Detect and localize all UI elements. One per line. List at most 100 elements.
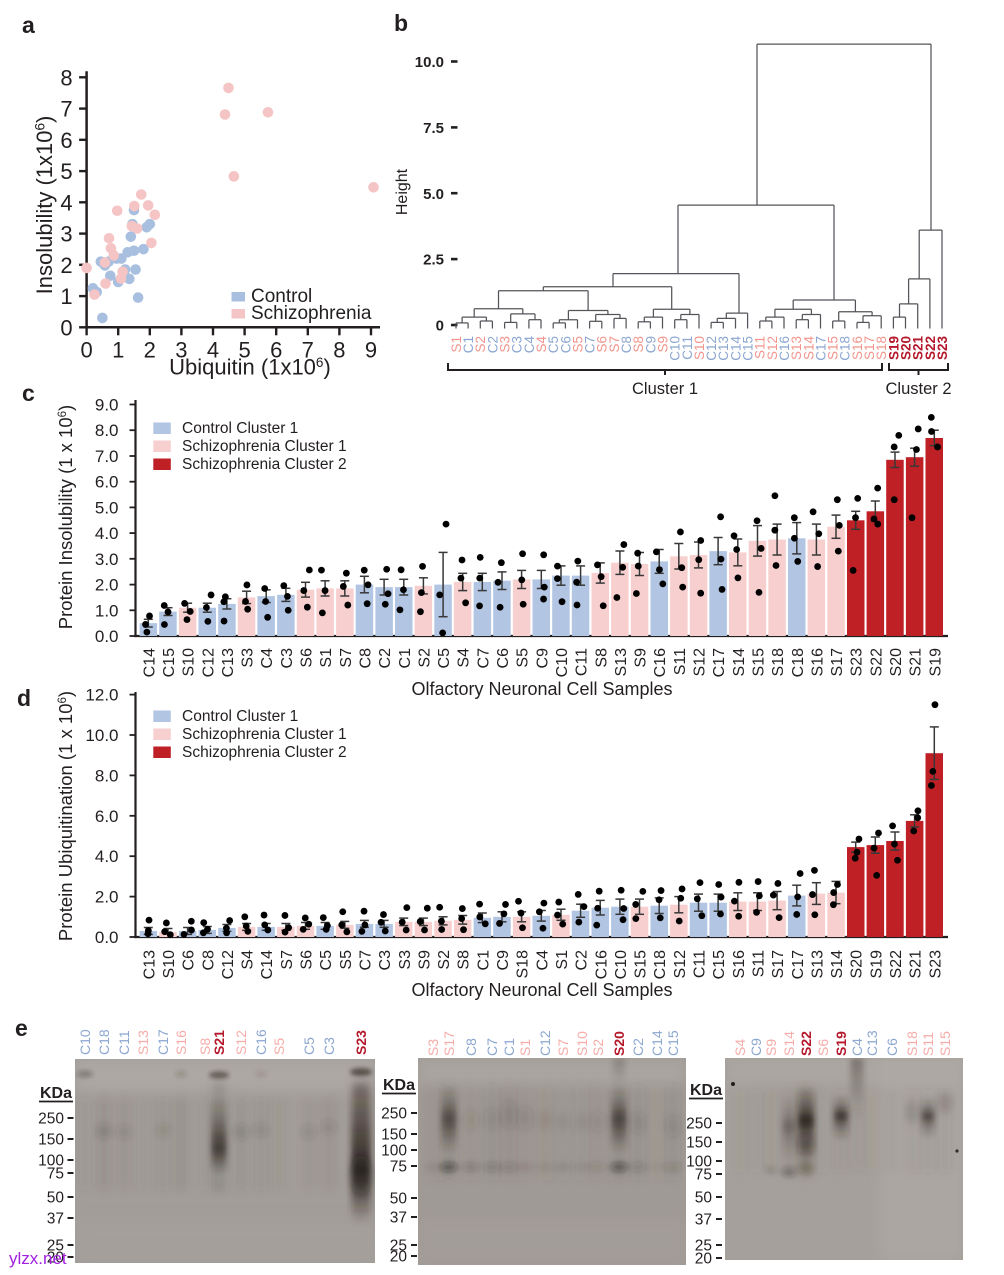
svg-text:S21: S21 bbox=[211, 1030, 227, 1055]
svg-text:KDa: KDa bbox=[690, 1082, 722, 1099]
svg-text:C16: C16 bbox=[777, 336, 792, 361]
svg-text:Protein Ubiquitination (1 x 10: Protein Ubiquitination (1 x 106) bbox=[55, 691, 76, 941]
svg-text:12.0: 12.0 bbox=[85, 686, 118, 705]
svg-text:C11: C11 bbox=[680, 336, 695, 360]
svg-text:S6: S6 bbox=[299, 648, 316, 668]
svg-text:S18: S18 bbox=[770, 648, 787, 677]
svg-text:C13: C13 bbox=[864, 1030, 880, 1056]
svg-text:S19: S19 bbox=[833, 1031, 849, 1056]
svg-text:C3: C3 bbox=[510, 336, 525, 353]
svg-text:S6: S6 bbox=[595, 336, 610, 353]
svg-text:S16: S16 bbox=[731, 950, 748, 979]
svg-text:S15: S15 bbox=[750, 648, 767, 677]
svg-text:C9: C9 bbox=[748, 1038, 764, 1056]
svg-text:C17: C17 bbox=[813, 336, 828, 361]
svg-text:C18: C18 bbox=[652, 950, 669, 979]
svg-text:C13: C13 bbox=[716, 336, 731, 361]
svg-text:9: 9 bbox=[365, 337, 377, 362]
svg-text:S5: S5 bbox=[515, 648, 532, 668]
svg-text:C6: C6 bbox=[495, 648, 512, 669]
svg-text:S3: S3 bbox=[397, 950, 414, 970]
svg-text:7: 7 bbox=[60, 97, 72, 122]
svg-text:C2: C2 bbox=[377, 648, 394, 669]
svg-text:150: 150 bbox=[381, 1127, 407, 1144]
svg-text:S3: S3 bbox=[425, 1039, 441, 1056]
svg-text:S12: S12 bbox=[672, 950, 689, 979]
svg-text:C1: C1 bbox=[397, 648, 414, 669]
svg-text:C7: C7 bbox=[475, 648, 492, 669]
svg-text:C15: C15 bbox=[665, 1030, 681, 1056]
svg-text:S5: S5 bbox=[338, 950, 355, 970]
svg-text:S1: S1 bbox=[449, 336, 464, 353]
svg-text:S2: S2 bbox=[590, 1039, 606, 1056]
svg-text:100: 100 bbox=[686, 1154, 712, 1171]
svg-text:S16: S16 bbox=[850, 336, 865, 360]
svg-text:S15: S15 bbox=[937, 1031, 953, 1056]
svg-text:C12: C12 bbox=[220, 950, 237, 979]
svg-text:C8: C8 bbox=[463, 1038, 479, 1056]
svg-text:20: 20 bbox=[695, 1251, 713, 1268]
svg-text:C2: C2 bbox=[574, 950, 591, 971]
svg-text:Ubiquitin (1x106): Ubiquitin (1x106) bbox=[169, 355, 331, 380]
svg-text:S4: S4 bbox=[240, 950, 257, 970]
svg-text:S21: S21 bbox=[908, 950, 925, 979]
svg-text:S14: S14 bbox=[781, 1031, 797, 1056]
svg-text:C11: C11 bbox=[116, 1030, 132, 1055]
svg-text:4.0: 4.0 bbox=[95, 524, 119, 543]
svg-text:Schizophrenia Cluster 2: Schizophrenia Cluster 2 bbox=[182, 456, 347, 473]
svg-text:C5: C5 bbox=[301, 1037, 317, 1055]
svg-text:d: d bbox=[17, 685, 31, 711]
svg-text:S7: S7 bbox=[279, 950, 296, 970]
svg-text:75: 75 bbox=[390, 1159, 407, 1176]
svg-text:C1: C1 bbox=[461, 336, 476, 353]
svg-text:Cluster 2: Cluster 2 bbox=[885, 380, 951, 398]
svg-text:S20: S20 bbox=[898, 336, 913, 360]
svg-text:3: 3 bbox=[60, 222, 72, 247]
svg-text:50: 50 bbox=[390, 1191, 408, 1208]
svg-text:ylzx.net: ylzx.net bbox=[9, 1249, 67, 1268]
svg-text:S7: S7 bbox=[555, 1039, 571, 1056]
svg-text:20: 20 bbox=[47, 1250, 65, 1267]
svg-text:S12: S12 bbox=[692, 648, 709, 677]
svg-text:S23: S23 bbox=[927, 950, 944, 979]
svg-text:C4: C4 bbox=[534, 950, 551, 971]
svg-text:Height: Height bbox=[394, 168, 411, 215]
svg-text:S1: S1 bbox=[318, 648, 335, 668]
svg-text:C14: C14 bbox=[728, 336, 743, 361]
svg-text:S12: S12 bbox=[765, 336, 780, 360]
svg-text:S7: S7 bbox=[338, 648, 355, 668]
svg-text:1: 1 bbox=[60, 284, 72, 309]
svg-text:S7: S7 bbox=[607, 336, 622, 353]
svg-text:C15: C15 bbox=[161, 648, 178, 677]
svg-text:6: 6 bbox=[60, 128, 72, 153]
svg-text:37: 37 bbox=[47, 1211, 64, 1228]
svg-text:5.0: 5.0 bbox=[95, 498, 119, 517]
svg-text:S22: S22 bbox=[888, 950, 905, 979]
svg-text:C7: C7 bbox=[583, 336, 598, 353]
svg-text:37: 37 bbox=[695, 1212, 712, 1229]
svg-text:2.5: 2.5 bbox=[423, 252, 444, 269]
svg-text:S13: S13 bbox=[789, 336, 804, 360]
svg-text:8: 8 bbox=[333, 337, 345, 362]
svg-text:S17: S17 bbox=[770, 950, 787, 979]
svg-text:3: 3 bbox=[175, 337, 187, 362]
svg-text:S15: S15 bbox=[633, 950, 650, 979]
svg-text:C10: C10 bbox=[668, 336, 683, 361]
svg-text:C6: C6 bbox=[181, 950, 198, 971]
svg-text:C11: C11 bbox=[574, 648, 591, 676]
svg-text:S10: S10 bbox=[692, 336, 707, 360]
svg-text:S2: S2 bbox=[473, 336, 488, 353]
svg-text:C4: C4 bbox=[259, 648, 276, 669]
svg-text:C15: C15 bbox=[741, 336, 756, 361]
svg-text:Control: Control bbox=[251, 286, 312, 307]
svg-text:S11: S11 bbox=[750, 950, 767, 977]
svg-text:250: 250 bbox=[38, 1111, 64, 1128]
svg-text:C10: C10 bbox=[77, 1029, 93, 1055]
svg-text:C13: C13 bbox=[141, 950, 158, 979]
svg-text:S15: S15 bbox=[826, 336, 841, 360]
svg-text:S23: S23 bbox=[935, 336, 950, 361]
svg-text:C17: C17 bbox=[711, 648, 728, 677]
svg-text:C10: C10 bbox=[613, 950, 630, 979]
svg-text:S18: S18 bbox=[904, 1031, 920, 1056]
svg-text:C8: C8 bbox=[200, 950, 217, 971]
